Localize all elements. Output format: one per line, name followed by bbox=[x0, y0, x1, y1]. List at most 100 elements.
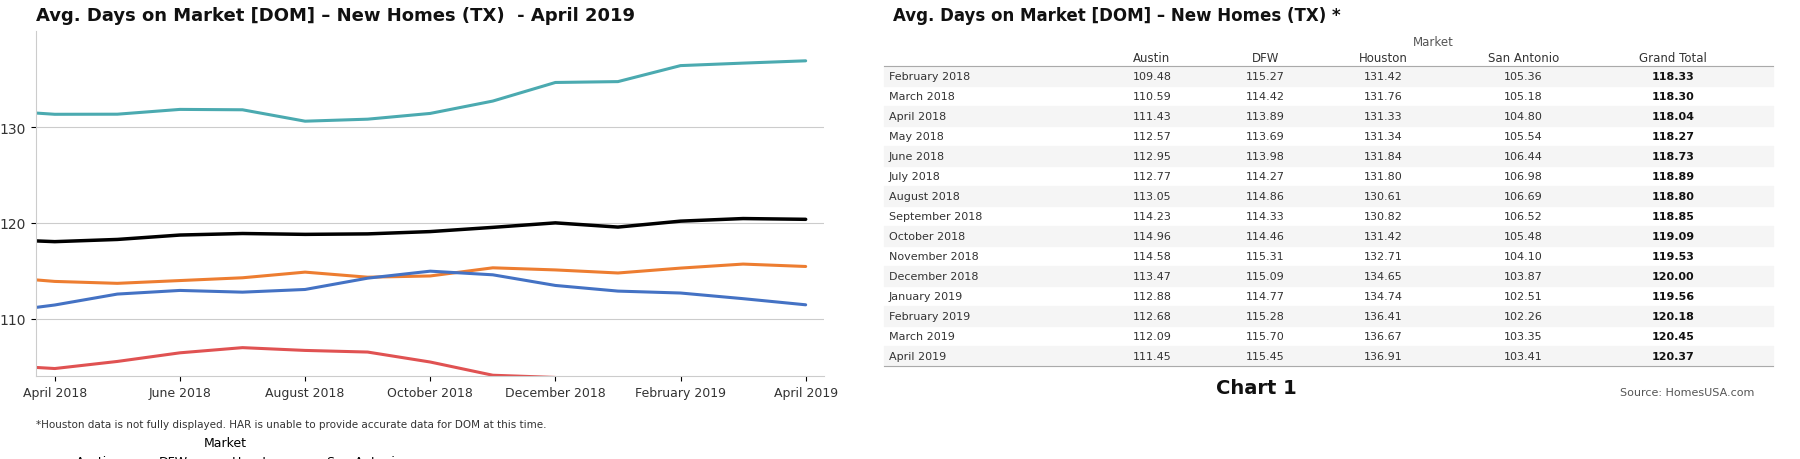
Text: January 2019: January 2019 bbox=[889, 291, 963, 301]
Text: San Antonio: San Antonio bbox=[1489, 51, 1559, 65]
Text: 102.51: 102.51 bbox=[1505, 291, 1543, 301]
Text: 131.34: 131.34 bbox=[1364, 131, 1402, 141]
Text: 103.35: 103.35 bbox=[1505, 331, 1543, 341]
Text: 104.10: 104.10 bbox=[1505, 251, 1543, 261]
Bar bbox=[884, 226, 1773, 246]
Bar bbox=[884, 306, 1773, 326]
Text: 118.27: 118.27 bbox=[1652, 131, 1694, 141]
Bar bbox=[884, 346, 1773, 366]
Text: 119.56: 119.56 bbox=[1652, 291, 1696, 301]
Text: 118.30: 118.30 bbox=[1652, 91, 1694, 101]
Text: 118.89: 118.89 bbox=[1652, 171, 1696, 181]
Text: 118.33: 118.33 bbox=[1652, 72, 1694, 82]
Text: Austin: Austin bbox=[1134, 51, 1170, 65]
Bar bbox=[884, 67, 1773, 86]
Text: 114.96: 114.96 bbox=[1132, 231, 1172, 241]
Text: 111.45: 111.45 bbox=[1132, 351, 1172, 361]
Text: 106.52: 106.52 bbox=[1505, 211, 1543, 221]
Text: Market: Market bbox=[1413, 36, 1453, 49]
Text: 105.36: 105.36 bbox=[1505, 72, 1543, 82]
Text: 103.41: 103.41 bbox=[1505, 351, 1543, 361]
Text: 112.95: 112.95 bbox=[1132, 151, 1172, 162]
Bar bbox=[884, 186, 1773, 206]
Text: 130.61: 130.61 bbox=[1364, 191, 1402, 202]
Text: 114.58: 114.58 bbox=[1132, 251, 1172, 261]
Text: 113.05: 113.05 bbox=[1132, 191, 1172, 202]
Text: May 2018: May 2018 bbox=[889, 131, 943, 141]
Text: 112.77: 112.77 bbox=[1132, 171, 1172, 181]
Text: 114.42: 114.42 bbox=[1246, 91, 1285, 101]
Text: 113.69: 113.69 bbox=[1246, 131, 1285, 141]
Text: 115.70: 115.70 bbox=[1246, 331, 1285, 341]
Text: 115.45: 115.45 bbox=[1246, 351, 1285, 361]
Text: Houston: Houston bbox=[1359, 51, 1408, 65]
Text: 118.73: 118.73 bbox=[1652, 151, 1694, 162]
Text: November 2018: November 2018 bbox=[889, 251, 979, 261]
Text: 115.09: 115.09 bbox=[1246, 271, 1285, 281]
Text: 114.77: 114.77 bbox=[1246, 291, 1285, 301]
Text: 120.18: 120.18 bbox=[1652, 311, 1694, 321]
Text: 131.33: 131.33 bbox=[1364, 112, 1402, 122]
Bar bbox=[884, 106, 1773, 126]
Text: June 2018: June 2018 bbox=[889, 151, 945, 162]
Text: October 2018: October 2018 bbox=[889, 231, 965, 241]
Text: 114.23: 114.23 bbox=[1132, 211, 1172, 221]
Text: 102.26: 102.26 bbox=[1505, 311, 1543, 321]
Text: 110.59: 110.59 bbox=[1132, 91, 1172, 101]
Text: Chart 1: Chart 1 bbox=[1215, 378, 1296, 397]
Text: 131.84: 131.84 bbox=[1364, 151, 1402, 162]
Text: 118.85: 118.85 bbox=[1652, 211, 1694, 221]
Text: 114.86: 114.86 bbox=[1246, 191, 1285, 202]
Text: August 2018: August 2018 bbox=[889, 191, 959, 202]
Text: 114.27: 114.27 bbox=[1246, 171, 1285, 181]
Text: 112.68: 112.68 bbox=[1132, 311, 1172, 321]
Text: February 2019: February 2019 bbox=[889, 311, 970, 321]
Text: 134.65: 134.65 bbox=[1364, 271, 1402, 281]
Legend: Austin, DFW, Houston, San Antonio: Austin, DFW, Houston, San Antonio bbox=[41, 431, 409, 459]
Text: 114.33: 114.33 bbox=[1246, 211, 1285, 221]
Text: 105.18: 105.18 bbox=[1505, 91, 1543, 101]
Text: 115.31: 115.31 bbox=[1246, 251, 1285, 261]
Text: March 2018: March 2018 bbox=[889, 91, 954, 101]
Text: 106.69: 106.69 bbox=[1505, 191, 1543, 202]
Text: 131.76: 131.76 bbox=[1364, 91, 1402, 101]
Text: 105.48: 105.48 bbox=[1505, 231, 1543, 241]
Text: 105.54: 105.54 bbox=[1505, 131, 1543, 141]
Text: 120.45: 120.45 bbox=[1652, 331, 1694, 341]
Text: 106.98: 106.98 bbox=[1505, 171, 1543, 181]
Text: 131.42: 131.42 bbox=[1364, 72, 1402, 82]
Text: 118.80: 118.80 bbox=[1652, 191, 1694, 202]
Text: 120.37: 120.37 bbox=[1652, 351, 1694, 361]
Text: December 2018: December 2018 bbox=[889, 271, 979, 281]
Text: 103.87: 103.87 bbox=[1505, 271, 1543, 281]
Text: 132.71: 132.71 bbox=[1364, 251, 1402, 261]
Text: 119.09: 119.09 bbox=[1652, 231, 1696, 241]
Text: April 2019: April 2019 bbox=[889, 351, 947, 361]
Text: 118.04: 118.04 bbox=[1652, 112, 1694, 122]
Bar bbox=[884, 146, 1773, 166]
Text: DFW: DFW bbox=[1251, 51, 1278, 65]
Text: Grand Total: Grand Total bbox=[1640, 51, 1706, 65]
Text: 111.43: 111.43 bbox=[1132, 112, 1172, 122]
Text: Avg. Days on Market [DOM] – New Homes (TX)  - April 2019: Avg. Days on Market [DOM] – New Homes (T… bbox=[36, 7, 635, 25]
Text: 136.91: 136.91 bbox=[1364, 351, 1402, 361]
Text: *Houston data is not fully displayed. HAR is unable to provide accurate data for: *Houston data is not fully displayed. HA… bbox=[36, 419, 547, 429]
Text: 114.46: 114.46 bbox=[1246, 231, 1285, 241]
Text: 109.48: 109.48 bbox=[1132, 72, 1172, 82]
Text: April 2018: April 2018 bbox=[889, 112, 947, 122]
Text: 115.27: 115.27 bbox=[1246, 72, 1285, 82]
Text: 113.47: 113.47 bbox=[1132, 271, 1172, 281]
Text: 104.80: 104.80 bbox=[1505, 112, 1543, 122]
Text: 130.82: 130.82 bbox=[1364, 211, 1402, 221]
Text: 136.41: 136.41 bbox=[1364, 311, 1402, 321]
Bar bbox=[884, 266, 1773, 286]
Text: 113.89: 113.89 bbox=[1246, 112, 1285, 122]
Text: 134.74: 134.74 bbox=[1364, 291, 1402, 301]
Text: 120.00: 120.00 bbox=[1652, 271, 1694, 281]
Text: 131.80: 131.80 bbox=[1364, 171, 1402, 181]
Text: Avg. Days on Market [DOM] – New Homes (TX) *: Avg. Days on Market [DOM] – New Homes (T… bbox=[893, 7, 1341, 25]
Text: 112.88: 112.88 bbox=[1132, 291, 1172, 301]
Text: February 2018: February 2018 bbox=[889, 72, 970, 82]
Text: 112.57: 112.57 bbox=[1132, 131, 1172, 141]
Text: 131.42: 131.42 bbox=[1364, 231, 1402, 241]
